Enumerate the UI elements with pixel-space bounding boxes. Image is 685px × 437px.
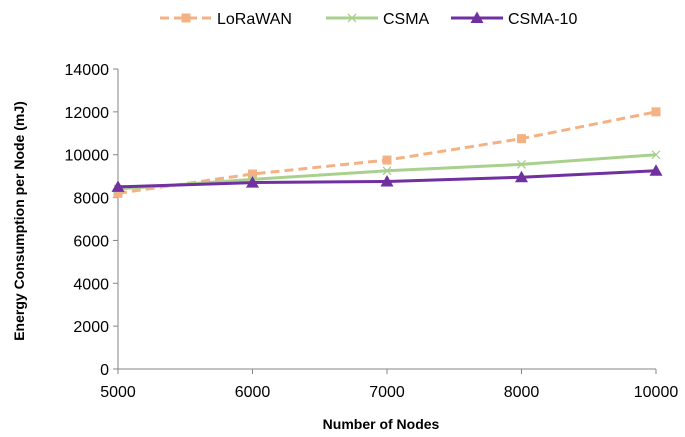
series-lines xyxy=(111,107,663,198)
legend-item-lorawan: LoRaWAN xyxy=(160,11,292,28)
legend-swatch-marker xyxy=(347,13,357,23)
legend-label: CSMA xyxy=(383,11,430,28)
y-tick-label: 14000 xyxy=(65,62,110,79)
data-point-lorawan xyxy=(517,134,526,144)
x-tick-label: 10000 xyxy=(634,384,679,401)
y-axis-title: Energy Consumption per Node (mJ) xyxy=(11,101,27,341)
data-point-lorawan xyxy=(248,169,257,179)
y-tick-label: 12000 xyxy=(65,105,110,122)
legend-item-csma-10: CSMA-10 xyxy=(451,11,577,28)
data-point-csma-10 xyxy=(246,176,259,188)
data-point-lorawan xyxy=(113,188,123,198)
legend-item-csma: CSMA xyxy=(326,11,430,28)
data-point-csma xyxy=(651,150,661,160)
data-point-csma xyxy=(382,166,392,176)
legend: LoRaWAN CSMA CSMA-10 xyxy=(160,11,577,28)
y-tick-label: 4000 xyxy=(73,276,109,293)
series-lorawan xyxy=(113,107,661,198)
data-point-csma-10 xyxy=(380,175,394,187)
legend-swatch-marker xyxy=(181,13,191,23)
axes: 0 2000 4000 6000 8000 10000 12000 14000 5000 6000… xyxy=(65,62,679,401)
y-tick-label: 2000 xyxy=(73,319,109,336)
y-tick-label: 10000 xyxy=(65,148,110,165)
data-point-csma-10 xyxy=(111,180,125,192)
data-point-lorawan xyxy=(382,155,392,165)
legend-label: LoRaWAN xyxy=(217,11,292,28)
y-tick-label: 0 xyxy=(100,362,109,379)
data-point-csma-10 xyxy=(649,164,663,176)
x-tick-label: 8000 xyxy=(504,384,540,401)
legend-swatch-marker xyxy=(470,11,484,23)
data-point-csma xyxy=(517,159,526,169)
y-tick-label: 6000 xyxy=(73,233,109,250)
legend-label: CSMA-10 xyxy=(508,11,577,28)
x-tick-label: 7000 xyxy=(369,384,405,401)
series-csma-10 xyxy=(111,164,663,192)
x-tick-label: 5000 xyxy=(100,384,136,401)
x-tick-label: 6000 xyxy=(235,384,271,401)
y-tick-label: 8000 xyxy=(73,191,109,208)
data-point-lorawan xyxy=(651,107,661,117)
x-axis-title: Number of Nodes xyxy=(323,416,440,432)
data-point-csma-10 xyxy=(515,170,528,183)
